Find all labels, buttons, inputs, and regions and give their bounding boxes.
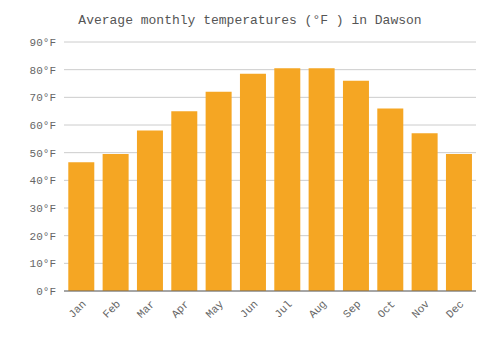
svg-text:Sep: Sep	[341, 298, 363, 320]
svg-text:40°F: 40°F	[30, 175, 56, 187]
svg-text:Apr: Apr	[169, 298, 191, 320]
svg-text:80°F: 80°F	[30, 65, 56, 77]
svg-text:50°F: 50°F	[30, 148, 56, 160]
svg-text:Nov: Nov	[410, 298, 433, 321]
svg-text:10°F: 10°F	[30, 258, 56, 270]
svg-text:60°F: 60°F	[30, 120, 56, 132]
svg-text:Aug: Aug	[307, 298, 329, 320]
html-text:Average monthly temperatures (: Average monthly temperatures (°F ) in Da…	[78, 13, 422, 28]
svg-text:May: May	[204, 298, 227, 321]
svg-text:70°F: 70°F	[30, 92, 56, 104]
svg-text:0°F: 0°F	[36, 286, 56, 298]
svg-text:30°F: 30°F	[30, 203, 56, 215]
svg-text:Jun: Jun	[238, 298, 260, 320]
svg-text:Jan: Jan	[66, 298, 88, 320]
svg-text:Mar: Mar	[135, 298, 157, 320]
svg-text:Dec: Dec	[444, 298, 466, 320]
svg-text:20°F: 20°F	[30, 231, 56, 243]
svg-text:Feb: Feb	[101, 298, 123, 320]
svg-text:90°F: 90°F	[30, 37, 56, 49]
svg-text:Oct: Oct	[375, 298, 397, 320]
svg-text:Jul: Jul	[272, 298, 294, 320]
